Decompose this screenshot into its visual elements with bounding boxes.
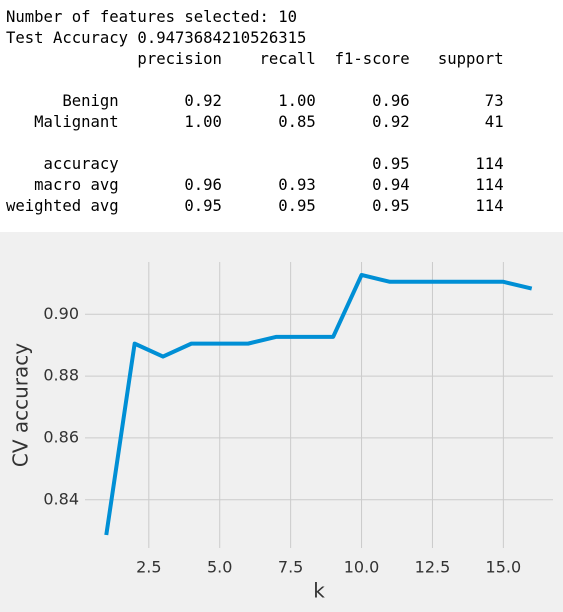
output-line: Test Accuracy 0.9473684210526315 <box>6 29 307 47</box>
y-tick-label: 0.88 <box>43 366 79 385</box>
data-line <box>104 272 533 536</box>
text-output: Number of features selected: 10 Test Accu… <box>6 7 504 217</box>
output-line: accuracy 0.95 114 <box>6 155 504 173</box>
x-tick-label: 12.5 <box>415 558 451 577</box>
x-tick-label: 15.0 <box>486 558 522 577</box>
output-line: Number of features selected: 10 <box>6 8 298 26</box>
y-tick-label: 0.84 <box>43 489 79 508</box>
y-tick-label: 0.90 <box>43 304 79 323</box>
output-line: weighted avg 0.95 0.95 0.95 114 <box>6 197 504 215</box>
x-axis-label: k <box>313 579 325 603</box>
y-tick-label: 0.86 <box>43 427 79 446</box>
y-axis-label: CV accuracy <box>9 343 33 467</box>
output-line: Benign 0.92 1.00 0.96 73 <box>6 92 504 110</box>
x-tick-label: 10.0 <box>344 558 380 577</box>
output-line: precision recall f1-score support <box>6 50 504 68</box>
output-line: macro avg 0.96 0.93 0.94 114 <box>6 176 504 194</box>
x-tick-label: 5.0 <box>207 558 232 577</box>
output-line: Malignant 1.00 0.85 0.92 41 <box>6 113 504 131</box>
x-tick-label: 2.5 <box>136 558 161 577</box>
x-tick-label: 7.5 <box>278 558 303 577</box>
figure-background <box>0 232 563 612</box>
